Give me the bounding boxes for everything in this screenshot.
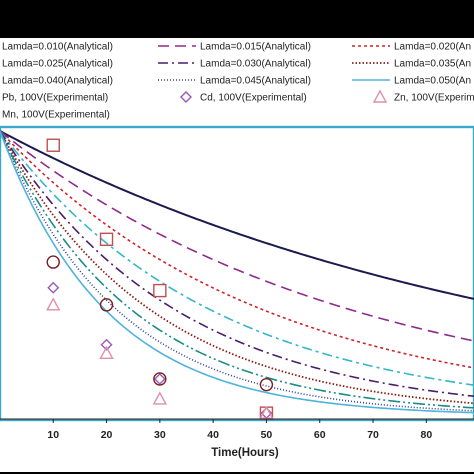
series-line-2 <box>0 130 474 342</box>
x-tick-label: 10 <box>47 429 59 441</box>
series-line-9 <box>0 130 474 414</box>
legend-item: Lamda=0.030(Analytical) <box>158 59 311 70</box>
legend-label: Lamda=0.050(An <box>394 76 471 87</box>
legend-label: Lamda=0.035(An <box>394 59 471 70</box>
series-line-1 <box>0 130 474 300</box>
legend-item: Lamda=0.010(Analytical) <box>2 42 113 53</box>
legend-label: Mn, 100V(Experimental) <box>2 110 110 121</box>
x-tick-label: 80 <box>420 429 432 441</box>
legend-item: Mn, 100V(Experimental) <box>2 110 110 121</box>
data-point-square-1 <box>46 138 60 152</box>
data-point-triangle-1 <box>46 297 61 311</box>
data-point-diamond-3 <box>153 372 166 385</box>
legend-label: Lamda=0.040(Analytical) <box>2 76 113 87</box>
x-tick-label: 20 <box>101 429 113 441</box>
legend-label: Lamda=0.025(Analytical) <box>2 59 113 70</box>
legend-item: Lamda=0.040(Analytical) <box>2 76 113 87</box>
data-point-square-2 <box>99 232 114 247</box>
legend-item: Lamda=0.035(An <box>352 59 471 70</box>
x-tick-label: 70 <box>367 429 379 441</box>
legend-item: Zn, 100V(Experimental) <box>372 89 474 104</box>
series-line-8 <box>0 130 474 412</box>
x-tick-label: 40 <box>207 429 219 441</box>
data-point-circle-4 <box>259 377 274 392</box>
data-point-square-3 <box>153 283 167 298</box>
legend-item: Lamda=0.050(An <box>352 76 471 87</box>
data-point-circle-1 <box>46 255 60 269</box>
data-point-circle-3 <box>153 372 167 386</box>
x-axis-title: Time(Hours) <box>211 447 279 459</box>
data-point-diamond-1 <box>47 281 60 294</box>
data-point-circle-2 <box>99 298 114 312</box>
legend-label: Lamda=0.015(Analytical) <box>200 42 311 53</box>
series-line-3 <box>0 130 474 369</box>
legend-marker <box>180 91 192 103</box>
data-point-diamond-2 <box>100 338 113 351</box>
x-tick-label: 50 <box>261 429 273 441</box>
series-line-7 <box>0 130 474 409</box>
series-layer <box>0 130 474 414</box>
legend: Lamda=0.010(Analytical) Lamda=0.015(Analy… <box>2 42 474 121</box>
legend-item: Pb, 100V(Experimental) <box>2 93 108 104</box>
data-point-triangle-3 <box>152 391 168 405</box>
plot-frame <box>0 125 474 422</box>
legend-label: Cd, 100V(Experimental) <box>200 93 307 104</box>
legend-item: Lamda=0.015(Analytical) <box>158 42 311 53</box>
top-band <box>0 0 474 38</box>
legend-item: Lamda=0.025(Analytical) <box>2 59 113 70</box>
legend-item: Lamda=0.020(An <box>352 42 471 53</box>
series-line-6 <box>0 130 474 405</box>
legend-label: Zn, 100V(Experimental) <box>394 93 474 104</box>
legend-label: Pb, 100V(Experimental) <box>2 93 108 104</box>
legend-label: Lamda=0.020(An <box>394 42 471 53</box>
legend-label: Lamda=0.030(Analytical) <box>200 59 311 70</box>
data-point-triangle-4 <box>259 405 274 419</box>
x-tick-label: 60 <box>314 429 326 441</box>
legend-item: Lamda=0.045(Analytical) <box>158 76 311 87</box>
legend-label: Lamda=0.010(Analytical) <box>2 42 113 53</box>
data-point-triangle-2 <box>99 345 114 359</box>
figure-panel <box>0 38 474 472</box>
x-tick-label: 30 <box>154 429 166 441</box>
legend-item: Cd, 100V(Experimental) <box>180 91 307 104</box>
marker-layer <box>46 138 274 420</box>
legend-marker <box>372 89 388 103</box>
legend-label: Lamda=0.045(Analytical) <box>200 76 311 87</box>
